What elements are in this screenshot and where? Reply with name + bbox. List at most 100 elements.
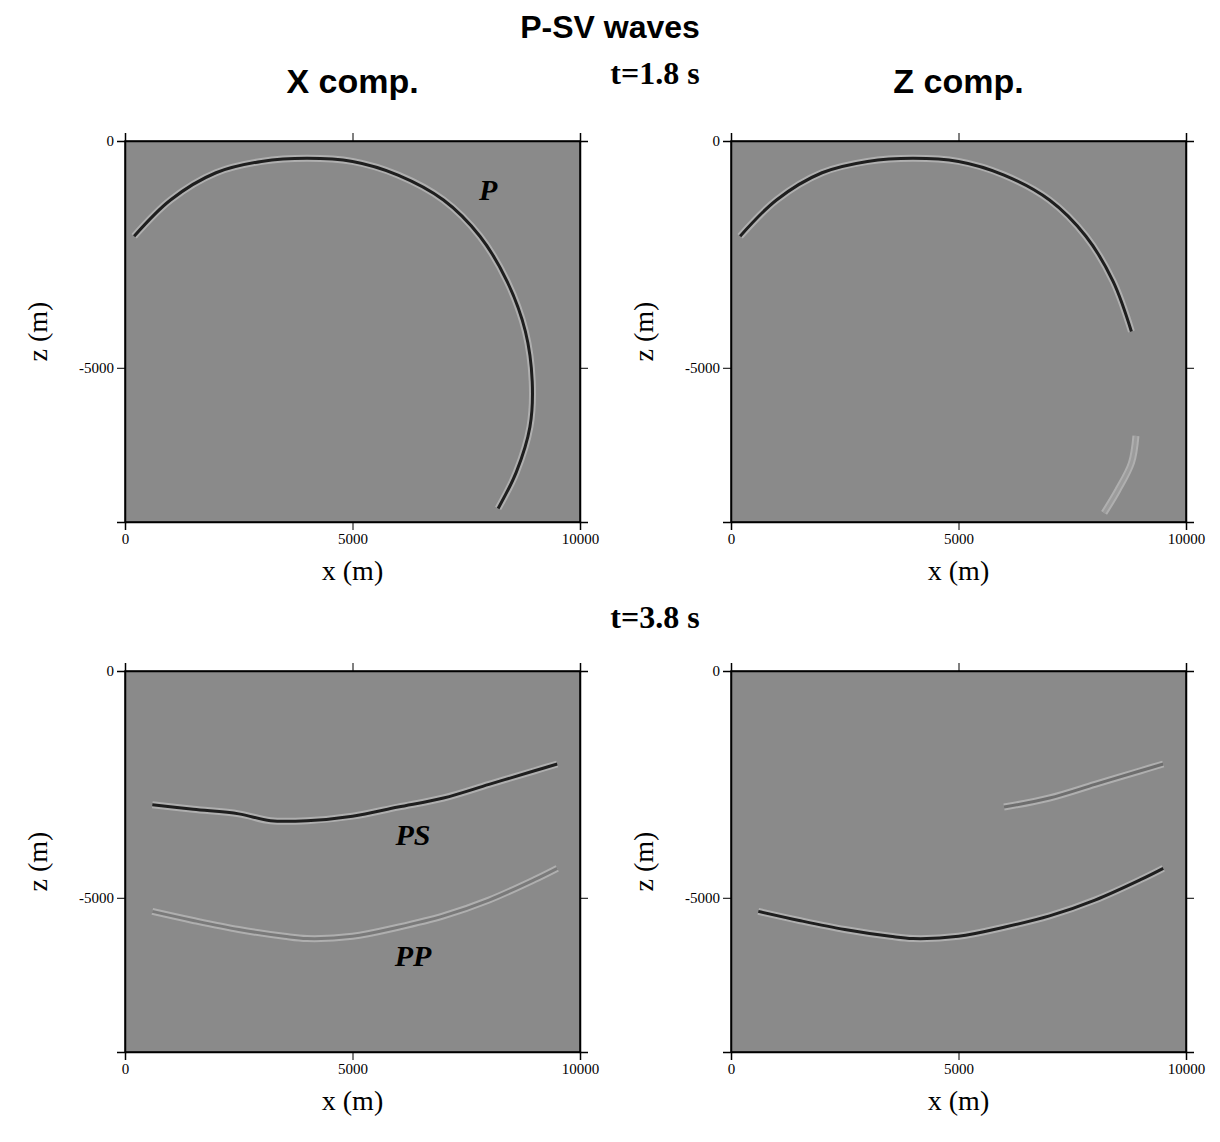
tick-label: 5000 bbox=[338, 1061, 368, 1077]
panel: 0 5000 10000 -5000 0 x (m) z (m) bbox=[628, 663, 1205, 1116]
axis-line bbox=[126, 523, 581, 531]
tick-label: 10000 bbox=[1168, 531, 1206, 547]
tick: 0 bbox=[728, 522, 736, 547]
axis-line bbox=[126, 1053, 581, 1061]
tick-label: 0 bbox=[713, 663, 721, 679]
tick-label: 5000 bbox=[944, 531, 974, 547]
panel: 0500010000-50000x (m)z (m)X comp.P bbox=[22, 62, 599, 586]
tick-label: 0 bbox=[713, 133, 721, 149]
wavefront bbox=[152, 764, 557, 821]
axis-line bbox=[723, 672, 732, 1053]
wavefront-halo bbox=[152, 868, 557, 938]
tick-label: -5000 bbox=[685, 360, 720, 376]
tick-mark bbox=[959, 663, 960, 671]
tick-mark bbox=[117, 898, 125, 899]
tick-mark bbox=[117, 671, 125, 672]
tick: 10000 bbox=[562, 1052, 600, 1077]
time-label: t=3.8 s bbox=[610, 599, 699, 635]
tick-mark bbox=[353, 663, 354, 671]
tick-label: 0 bbox=[122, 1061, 130, 1077]
axis-line bbox=[1187, 142, 1195, 523]
tick-label: 0 bbox=[122, 531, 130, 547]
wavefront-halo bbox=[758, 868, 1163, 938]
axis-line bbox=[732, 1053, 1187, 1061]
y-axis-right bbox=[580, 672, 588, 1053]
tick: 0 bbox=[713, 133, 732, 149]
plot-frame bbox=[731, 671, 1186, 1052]
tick: -5000 bbox=[685, 360, 731, 376]
wavefront bbox=[758, 868, 1163, 938]
axis-line bbox=[732, 133, 1187, 142]
annotation: P bbox=[478, 173, 498, 206]
x-axis: 0 5000 10000 bbox=[122, 1052, 600, 1077]
x-axis-title: x (m) bbox=[322, 1085, 383, 1116]
axis-line bbox=[117, 142, 126, 523]
wavefront-halo bbox=[152, 764, 557, 821]
figure: P-SV wavest=1.8 st=3.8 s0500010000-50000… bbox=[0, 0, 1220, 1142]
tick-mark bbox=[731, 663, 732, 671]
tick bbox=[731, 133, 732, 141]
tick-mark bbox=[723, 368, 731, 369]
x-axis-title: x (m) bbox=[928, 1085, 989, 1116]
plot-background bbox=[125, 141, 580, 522]
x-axis: 0500010000 bbox=[122, 522, 600, 547]
x-axis-top bbox=[732, 133, 1187, 142]
tick bbox=[580, 663, 581, 671]
axis-line bbox=[581, 142, 589, 523]
tick-mark bbox=[731, 133, 732, 141]
tick bbox=[125, 133, 126, 141]
time-label: t=1.8 s bbox=[610, 55, 699, 91]
wavefront bbox=[152, 868, 557, 938]
axis-line bbox=[126, 133, 581, 142]
plot-background bbox=[731, 141, 1186, 522]
plot-frame bbox=[125, 671, 580, 1052]
tick-label: 0 bbox=[728, 1061, 736, 1077]
plot-area bbox=[134, 158, 532, 508]
tick bbox=[580, 141, 588, 142]
tick-mark bbox=[1186, 368, 1194, 369]
plot-frame bbox=[125, 141, 580, 522]
tick bbox=[580, 133, 581, 141]
plot-area bbox=[740, 158, 1136, 513]
tick bbox=[580, 671, 588, 672]
tick-mark bbox=[1186, 671, 1194, 672]
tick-label: 10000 bbox=[562, 531, 600, 547]
x-axis-title: x (m) bbox=[928, 555, 989, 586]
tick-mark bbox=[723, 898, 731, 899]
tick-mark bbox=[580, 898, 588, 899]
axis-line bbox=[732, 523, 1187, 531]
x-axis-title: x (m) bbox=[322, 555, 383, 586]
tick-label: 0 bbox=[107, 133, 115, 149]
tick bbox=[1186, 671, 1194, 672]
tick: 0 bbox=[713, 663, 732, 679]
y-axis-right bbox=[1186, 142, 1194, 523]
tick-mark bbox=[959, 522, 960, 530]
tick-label: 0 bbox=[728, 531, 736, 547]
panel-title: X comp. bbox=[286, 62, 418, 100]
wavefront-halo bbox=[1004, 764, 1163, 807]
tick: 0 bbox=[122, 1052, 130, 1077]
tick-label: -5000 bbox=[685, 890, 720, 906]
tick-mark bbox=[723, 671, 731, 672]
panel-title: Z comp. bbox=[893, 62, 1023, 100]
tick-mark bbox=[580, 368, 588, 369]
y-axis: -5000 0 bbox=[685, 663, 732, 1052]
y-axis-title: z (m) bbox=[628, 832, 659, 892]
tick-label: 5000 bbox=[944, 1061, 974, 1077]
tick-mark bbox=[125, 133, 126, 141]
tick: 0 bbox=[107, 133, 126, 149]
tick: 10000 bbox=[1168, 1052, 1206, 1077]
y-axis-title: z (m) bbox=[22, 302, 53, 362]
tick: 5000 bbox=[338, 1052, 368, 1077]
tick-label: 10000 bbox=[562, 1061, 600, 1077]
tick bbox=[731, 663, 732, 671]
wavefront bbox=[1104, 436, 1136, 513]
plot-background bbox=[731, 671, 1186, 1052]
tick bbox=[959, 133, 960, 141]
tick bbox=[959, 663, 960, 671]
axis-line bbox=[1187, 672, 1195, 1053]
plot-background bbox=[125, 671, 580, 1052]
tick-mark bbox=[1186, 898, 1194, 899]
y-axis: -50000 bbox=[79, 133, 126, 522]
tick-mark bbox=[353, 1052, 354, 1060]
